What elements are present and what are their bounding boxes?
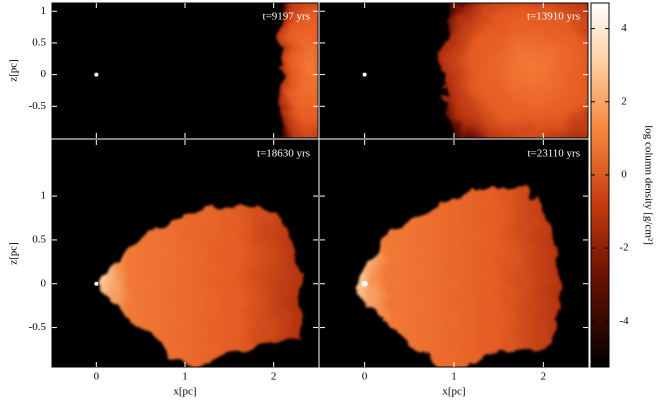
colorbar-tick-label: -2 xyxy=(619,242,628,254)
y-axis-label: z[pc] xyxy=(8,242,20,265)
gas-cloud xyxy=(96,204,301,367)
density-image xyxy=(355,187,562,367)
panel-title: t=13910 yrs xyxy=(527,11,580,23)
x-axis-label: x[pc] xyxy=(442,386,465,398)
panel: t=23110 yrs 0 1 2 x[pc] xyxy=(319,139,589,398)
gas-cloud xyxy=(278,3,318,138)
density-image xyxy=(362,3,588,138)
star xyxy=(94,281,99,286)
star xyxy=(361,280,368,287)
y-tick-label: 1 xyxy=(41,190,47,202)
gas-cloud xyxy=(355,187,562,367)
x-tick-label: 2 xyxy=(541,371,547,383)
density-image xyxy=(94,204,301,367)
panel: t=9197 yrs 1 0.5 0 -0.5 z[pc] xyxy=(8,2,319,139)
panel-title: t=18630 yrs xyxy=(257,148,310,160)
y-tick-label: -0.5 xyxy=(29,321,47,333)
y-tick-label: 0 xyxy=(41,68,47,80)
x-tick-label: 0 xyxy=(362,371,368,383)
colorbar xyxy=(590,2,610,368)
y-tick-label: 0 xyxy=(41,277,47,289)
panel: t=18630 yrs 0 1 2 1 0.5 0 -0.5 x[pc] z[pc] xyxy=(8,139,319,398)
x-axis-label: x[pc] xyxy=(173,386,196,398)
x-tick-label: 0 xyxy=(94,371,100,383)
y-axis-label: z[pc] xyxy=(8,59,20,82)
density-image xyxy=(94,3,318,138)
x-tick-label: 2 xyxy=(271,371,277,383)
star xyxy=(362,72,367,77)
gas-cloud xyxy=(440,3,588,138)
x-tick-label: 1 xyxy=(451,371,457,383)
colorbar-label: log column density [g/cm²] xyxy=(642,125,654,245)
panel-background xyxy=(52,3,318,138)
y-tick-label: -0.5 xyxy=(29,100,47,112)
x-tick-label: 1 xyxy=(182,371,188,383)
star xyxy=(94,72,99,77)
panel-title: t=9197 yrs xyxy=(263,11,310,23)
y-tick-label: 0.5 xyxy=(32,233,46,245)
y-tick-label: 1 xyxy=(41,5,47,17)
colorbar-tick-label: 2 xyxy=(621,95,627,107)
colorbar-tick-label: -4 xyxy=(619,315,629,327)
y-tick-label: 0.5 xyxy=(32,36,46,48)
colorbar-tick-label: 4 xyxy=(621,22,627,34)
panel: t=13910 yrs xyxy=(319,2,589,139)
colorbar-tick-label: 0 xyxy=(621,168,627,180)
panel-title: t=23110 yrs xyxy=(527,148,580,160)
